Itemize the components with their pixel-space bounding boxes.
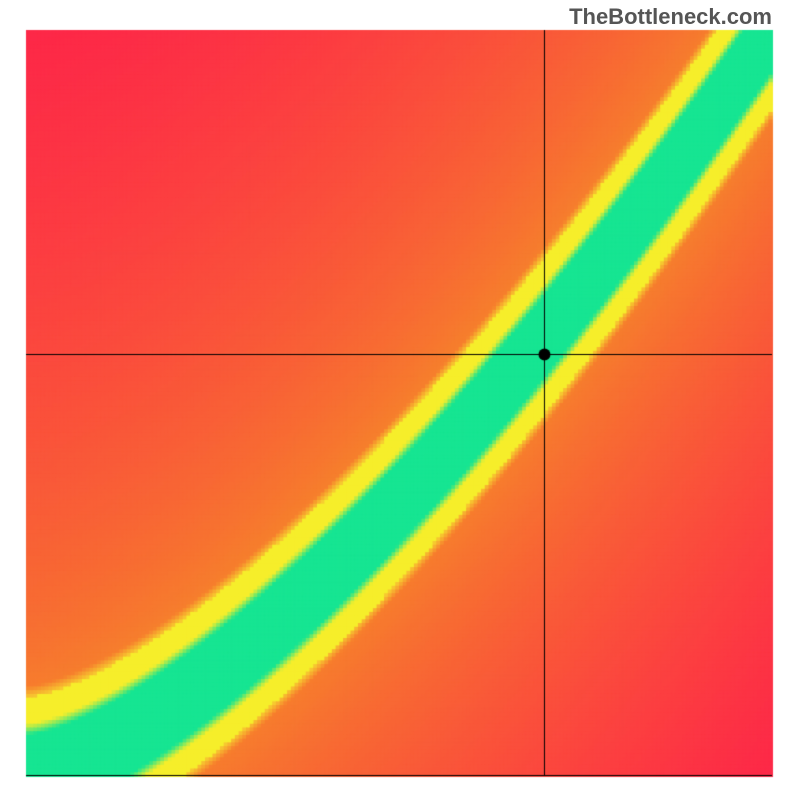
bottleneck-heatmap: [0, 0, 800, 800]
watermark-label: TheBottleneck.com: [569, 4, 772, 30]
chart-container: TheBottleneck.com: [0, 0, 800, 800]
